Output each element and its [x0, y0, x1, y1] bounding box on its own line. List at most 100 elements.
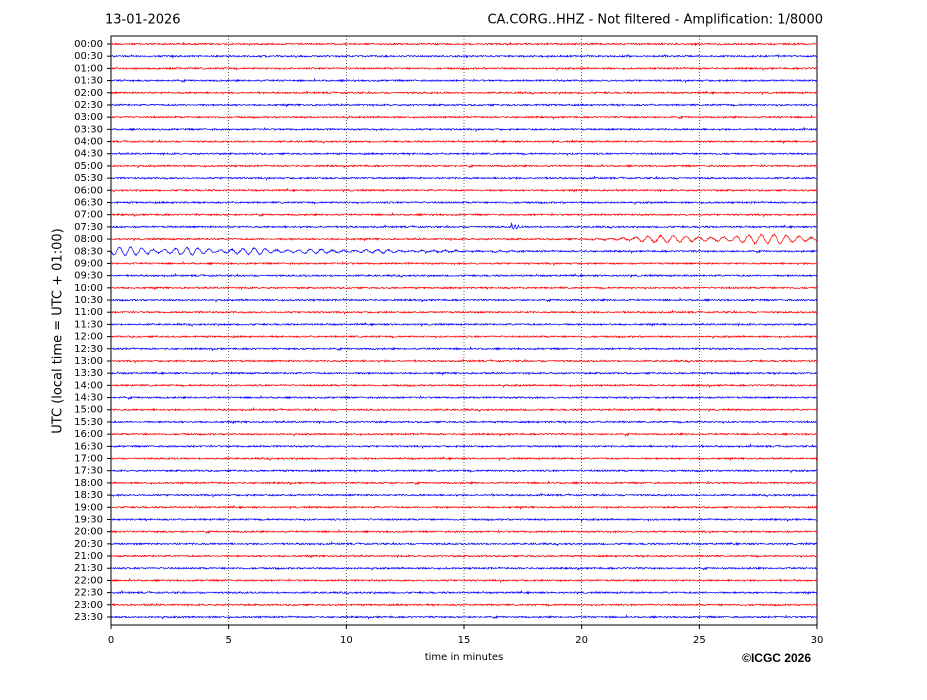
trace [110, 309, 818, 316]
trace [110, 90, 818, 96]
y-tick-label: 08:00 [74, 234, 103, 245]
y-tick-label: 20:00 [74, 527, 103, 538]
trace [110, 443, 818, 450]
y-tick-label: 21:00 [74, 551, 103, 562]
x-tick-label: 30 [811, 635, 824, 646]
trace [110, 566, 818, 571]
trace [110, 394, 818, 401]
y-tick-label: 14:30 [74, 393, 103, 404]
date: 13-01-2026 [105, 13, 181, 28]
x-tick-label: 20 [575, 635, 588, 646]
trace [110, 602, 818, 608]
y-tick-label: 16:30 [74, 441, 103, 452]
y-tick-label: 02:00 [74, 88, 103, 99]
y-tick-label: 15:00 [74, 405, 103, 416]
trace [110, 370, 818, 376]
x-tick-label: 10 [340, 635, 353, 646]
trace [110, 346, 818, 352]
y-tick-label: 09:00 [74, 258, 103, 269]
y-tick-label: 03:30 [74, 124, 103, 135]
y-tick-label: 07:30 [74, 222, 103, 233]
trace [110, 383, 818, 389]
y-tick-label: 08:30 [74, 246, 103, 257]
y-tick-label: 04:00 [74, 137, 103, 148]
trace [110, 358, 818, 364]
trace [110, 577, 818, 584]
y-tick-label: 06:30 [74, 197, 103, 208]
y-tick-label: 10:00 [74, 283, 103, 294]
y-tick-label: 17:00 [74, 454, 103, 465]
x-axis-label: time in minutes [425, 652, 504, 663]
y-tick-label: 23:30 [74, 612, 103, 623]
y-tick-label: 11:00 [74, 307, 103, 318]
trace [110, 272, 818, 279]
trace [110, 528, 818, 535]
trace [110, 406, 818, 413]
trace [110, 163, 818, 169]
y-tick-label: 01:30 [74, 76, 103, 87]
trace [110, 77, 818, 84]
trace [110, 334, 818, 340]
y-tick-label: 00:30 [74, 51, 103, 62]
y-tick-label: 10:30 [74, 295, 103, 306]
y-tick-label: 05:00 [74, 161, 103, 172]
y-tick-label: 15:30 [74, 417, 103, 428]
trace [110, 480, 818, 486]
y-tick-label: 22:30 [74, 588, 103, 599]
y-tick-label: 23:00 [74, 600, 103, 611]
trace [110, 614, 818, 620]
trace [110, 456, 818, 462]
y-tick-label: 11:30 [74, 319, 103, 330]
trace [110, 53, 818, 59]
trace [110, 554, 818, 559]
x-tick-label: 0 [108, 635, 114, 646]
trace [110, 321, 818, 328]
y-tick-label: 06:00 [74, 185, 103, 196]
y-tick-label: 21:30 [74, 563, 103, 574]
x-tick-label: 25 [693, 635, 706, 646]
trace [110, 139, 818, 145]
y-tick-label: 00:00 [74, 39, 103, 50]
trace [110, 297, 818, 303]
trace [110, 41, 818, 47]
y-tick-label: 20:30 [74, 539, 103, 550]
trace [110, 517, 818, 523]
y-tick-label: 19:30 [74, 514, 103, 525]
trace [110, 504, 818, 510]
y-tick-label: 05:30 [74, 173, 103, 184]
y-tick-label: 19:00 [74, 502, 103, 513]
y-tick-label: 13:30 [74, 368, 103, 379]
y-tick-label: 16:00 [74, 429, 103, 440]
y-tick-label: 14:00 [74, 380, 103, 391]
trace [110, 187, 818, 193]
y-tick-label: 12:30 [74, 344, 103, 355]
trace [110, 468, 818, 474]
trace [110, 66, 818, 72]
y-tick-label: 18:30 [74, 490, 103, 501]
copyright: ©ICGC 2026 [742, 651, 811, 665]
y-tick-label: 03:00 [74, 112, 103, 123]
trace [110, 200, 818, 206]
trace [110, 492, 818, 498]
y-tick-label: 07:00 [74, 210, 103, 221]
trace [110, 431, 818, 437]
trace [110, 246, 818, 257]
trace [110, 175, 818, 181]
y-tick-label: 17:30 [74, 466, 103, 477]
trace [110, 285, 818, 291]
trace [110, 211, 818, 218]
x-tick-label: 15 [458, 635, 471, 646]
y-tick-label: 13:00 [74, 356, 103, 367]
trace [110, 114, 818, 120]
trace [110, 126, 818, 133]
trace [110, 151, 818, 157]
trace [110, 221, 818, 230]
y-tick-label: 02:30 [74, 100, 103, 111]
trace [110, 233, 818, 245]
trace [110, 260, 818, 267]
y-axis-label: UTC (local time = UTC + 01:00) [51, 228, 66, 433]
y-tick-label: 18:00 [74, 478, 103, 489]
y-tick-label: 09:30 [74, 271, 103, 282]
x-tick-label: 5 [225, 635, 231, 646]
